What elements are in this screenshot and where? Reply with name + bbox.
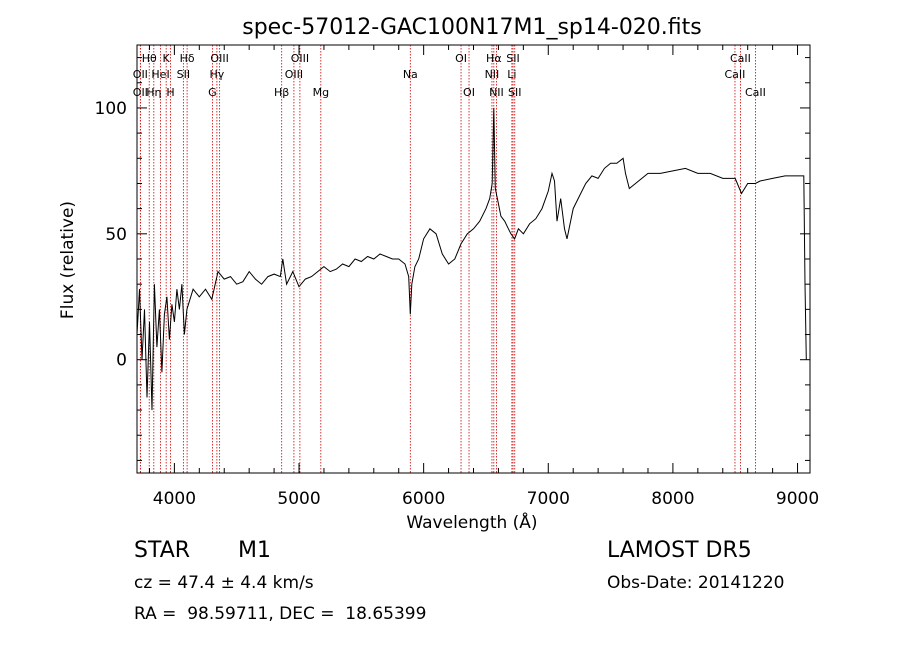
spectral-line-label: SII bbox=[506, 52, 519, 65]
object-subclass: M1 bbox=[238, 538, 271, 563]
coordinates-readout: RA = 98.59711, DEC = 18.65399 bbox=[134, 604, 427, 624]
spectral-line-label: CaII bbox=[725, 68, 746, 81]
spectral-line-label: HeI bbox=[151, 68, 169, 81]
y-tick-label: 100 bbox=[95, 99, 127, 119]
spectral-line-label: OI bbox=[455, 52, 467, 65]
axis-tick-labels: 4000 5000 6000 7000 8000 9000 0 50 100 bbox=[95, 99, 820, 509]
spectral-line-label: CaII bbox=[745, 86, 766, 99]
spectral-line-label: Hη bbox=[146, 86, 161, 99]
x-tick-label: 9000 bbox=[776, 489, 819, 509]
spectral-line-label: OII bbox=[133, 68, 148, 81]
plot-frame bbox=[136, 44, 811, 474]
spectral-line-label: H bbox=[166, 86, 174, 99]
y-tick-label: 50 bbox=[105, 225, 127, 245]
x-tick-label: 8000 bbox=[651, 489, 694, 509]
x-axis-label: Wavelength (Å) bbox=[406, 511, 537, 533]
observation-date: Obs-Date: 20141220 bbox=[607, 573, 785, 593]
spectral-line-label: SII bbox=[508, 86, 521, 99]
spectral-line-label: OI bbox=[463, 86, 475, 99]
spectral-line-label: Na bbox=[403, 68, 418, 81]
y-tick-label: 0 bbox=[116, 351, 127, 371]
spectral-line-label: OIII bbox=[285, 68, 303, 81]
object-class: STAR bbox=[134, 538, 191, 563]
spectral-line-label: Hα bbox=[486, 52, 502, 65]
spectral-line-label: Li bbox=[507, 68, 516, 81]
redshift-readout: cz = 47.4 ± 4.4 km/s bbox=[134, 573, 314, 593]
axis-ticks bbox=[137, 45, 810, 473]
spectral-line-label: NII bbox=[489, 86, 504, 99]
spectrum-line bbox=[136, 107, 807, 411]
spectral-line-label: CaII bbox=[730, 52, 751, 65]
spectral-line-label: Hδ bbox=[180, 52, 195, 65]
spectral-line-label: OIII bbox=[210, 52, 228, 65]
spectral-line-label: OIII bbox=[291, 52, 309, 65]
y-axis-label: Flux (relative) bbox=[58, 201, 78, 319]
x-tick-label: 5000 bbox=[277, 489, 320, 509]
spectral-line-label: Mg bbox=[313, 86, 329, 99]
spectral-line-label: NII bbox=[485, 68, 500, 81]
spectral-line-label: K bbox=[163, 52, 171, 65]
spectral-line-label: SII bbox=[177, 68, 190, 81]
spectral-line-label: Hβ bbox=[274, 86, 289, 99]
x-tick-label: 4000 bbox=[153, 489, 196, 509]
spectral-line-label: Hθ bbox=[142, 52, 157, 65]
spectral-line-markers bbox=[139, 45, 756, 473]
x-tick-label: 6000 bbox=[402, 489, 445, 509]
x-tick-label: 7000 bbox=[527, 489, 570, 509]
spectral-line-label: Hγ bbox=[209, 68, 224, 81]
chart-title: spec-57012-GAC100N17M1_sp14-020.fits bbox=[242, 15, 702, 40]
survey-name: LAMOST DR5 bbox=[607, 538, 752, 563]
spectral-line-label: G bbox=[208, 86, 217, 99]
